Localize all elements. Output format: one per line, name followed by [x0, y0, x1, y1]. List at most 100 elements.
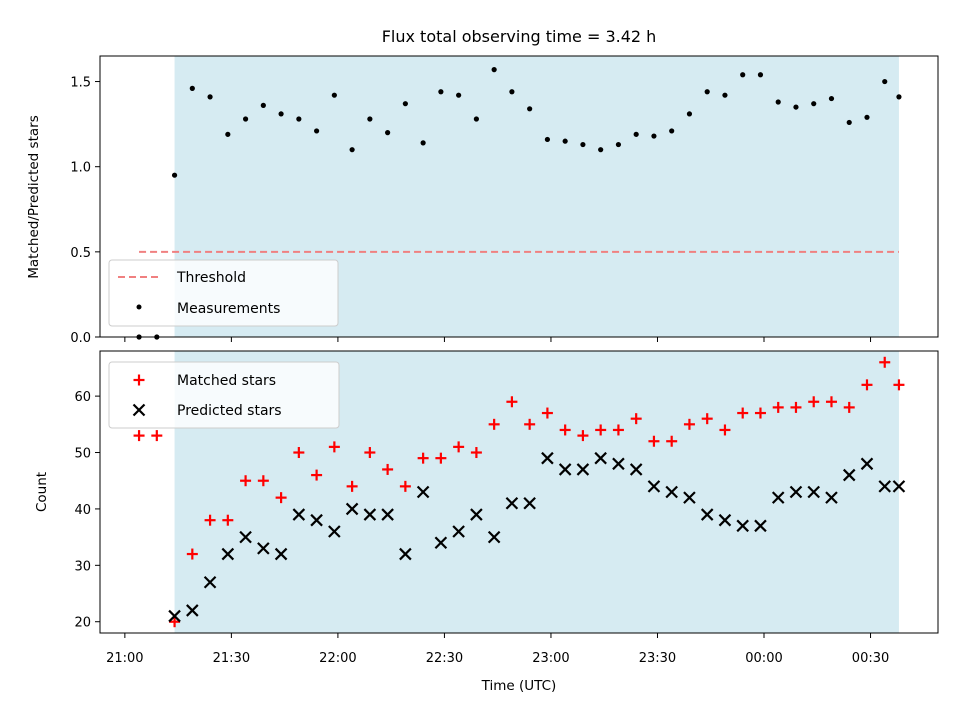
x-tick-label: 22:30: [426, 651, 463, 666]
bottom-y-tick-label: 20: [74, 616, 91, 631]
predicted-star-point-b: [292, 508, 306, 521]
measurement-point: [775, 99, 781, 105]
measurement-point: [704, 89, 710, 95]
matched-star-point: [524, 418, 536, 430]
predicted-star-point-b: [257, 542, 270, 555]
predicted-star-point-b: [470, 508, 483, 521]
predicted-star-point: [487, 530, 501, 544]
predicted-star-point: [771, 491, 785, 504]
predicted-star-point: [842, 468, 856, 482]
measurement-point: [331, 92, 337, 98]
matched-star-point: [577, 430, 589, 442]
predicted-star-point-b: [754, 519, 767, 533]
x-tick-label: 22:00: [319, 651, 356, 666]
bottom-y-tick-label: 50: [74, 447, 91, 462]
predicted-star-point-b: [892, 480, 906, 493]
matched-star-point: [399, 480, 411, 492]
predicted-star-point-b: [736, 519, 749, 533]
predicted-star-point: [594, 451, 607, 465]
bottom-axes-frame: [99, 350, 939, 634]
top-y-tick-label: 1.0: [70, 161, 91, 176]
predicted-star-point-b: [505, 497, 519, 510]
measurement-point: [633, 131, 639, 137]
top-legend-box: [108, 259, 339, 327]
predicted-star-point-b: [203, 575, 217, 589]
matched-star-point: [666, 435, 678, 447]
measurement-point: [864, 114, 870, 120]
predicted-star-point: [683, 491, 696, 504]
matched-star-point: [364, 447, 376, 459]
predicted-star-point: [647, 480, 661, 493]
measurement-point: [793, 104, 799, 110]
legend-x-marker: [132, 403, 146, 417]
matched-stars-legend-label: Matched stars: [177, 373, 276, 389]
predicted-star-point: [434, 536, 448, 550]
measurement-point: [367, 116, 373, 122]
predicted-star-point-b: [523, 497, 536, 510]
bottom-panel: 20 30 40 50 60 21:00 21:30 22:00 22:30 23:00 23:3…: [34, 350, 939, 694]
matched-star-point: [754, 407, 766, 419]
predicted-star-point: [328, 525, 341, 538]
measurement-point: [314, 128, 320, 134]
predicted-star-point-b: [576, 463, 590, 476]
predicted-star-point-b: [381, 508, 394, 521]
top-panel: 0.0 0.5 1.0 1.5 Matched/Predicted stars Thr…: [26, 55, 939, 346]
matched-star-point: [453, 441, 465, 453]
matched-star-point: [470, 447, 482, 459]
measurement-point: [189, 85, 195, 91]
measurement-point: [562, 138, 568, 144]
bottom-legend-box: [108, 361, 340, 429]
predicted-star-point-b: [310, 513, 323, 527]
matched-star-point: [506, 396, 518, 408]
measurement-point: [615, 141, 622, 148]
predicted-star-point-b: [399, 547, 412, 561]
predicted-star-point-b: [363, 508, 377, 521]
matched-star-point: [808, 396, 820, 408]
measurement-point: [260, 102, 266, 108]
matched-star-point: [240, 475, 252, 487]
predicted-star-point-b: [807, 485, 820, 499]
predicted-star-point-b: [487, 530, 501, 544]
matched-star-point: [488, 418, 500, 430]
predicted-star-point-b: [345, 502, 359, 516]
measurement-point: [473, 116, 479, 122]
x-tick-label: 00:30: [852, 651, 889, 666]
top-axes-frame: [99, 55, 939, 338]
bottom-y-axis-label: Count: [34, 472, 50, 512]
predicted-stars-legend-swatch: [132, 403, 146, 417]
predicted-star-point: [700, 508, 714, 521]
measurement-point: [757, 72, 764, 78]
predicted-star-point-b: [647, 480, 661, 493]
matched-star-point: [559, 424, 571, 436]
predicted-star-point-b: [239, 530, 252, 544]
predicted-star-point-b: [771, 491, 785, 504]
predicted-star-point: [665, 485, 678, 499]
predicted-star-point-b: [825, 491, 838, 504]
predicted-star-point-b: [700, 508, 714, 521]
matched-star-point: [204, 514, 216, 526]
predicted-star-point-b: [452, 525, 465, 538]
matched-star-point: [893, 379, 905, 391]
predicted-star-point: [168, 609, 181, 623]
matched-star-point: [328, 441, 340, 453]
predicted-star-point: [523, 497, 536, 510]
measurement-point: [722, 92, 728, 98]
predicted-star-point-b: [860, 457, 874, 471]
predicted-star-point: [892, 480, 906, 493]
predicted-star-point-b: [842, 468, 856, 482]
predicted-star-point-b: [186, 604, 199, 617]
top-y-tick-label: 0.0: [70, 331, 91, 346]
predicted-star-point: [399, 547, 412, 561]
predicted-star-point: [274, 547, 288, 561]
measurement-point: [740, 72, 746, 78]
measurement-point: [527, 106, 533, 112]
predicted-star-point: [736, 519, 749, 533]
matched-star-point: [879, 356, 891, 368]
predicted-star-point: [310, 513, 323, 527]
matched-star-point: [772, 401, 784, 413]
matched-star-point: [701, 413, 713, 425]
measurement-point: [278, 111, 284, 117]
matched-star-point: [737, 407, 749, 419]
x-tick-label: 23:30: [639, 651, 676, 666]
